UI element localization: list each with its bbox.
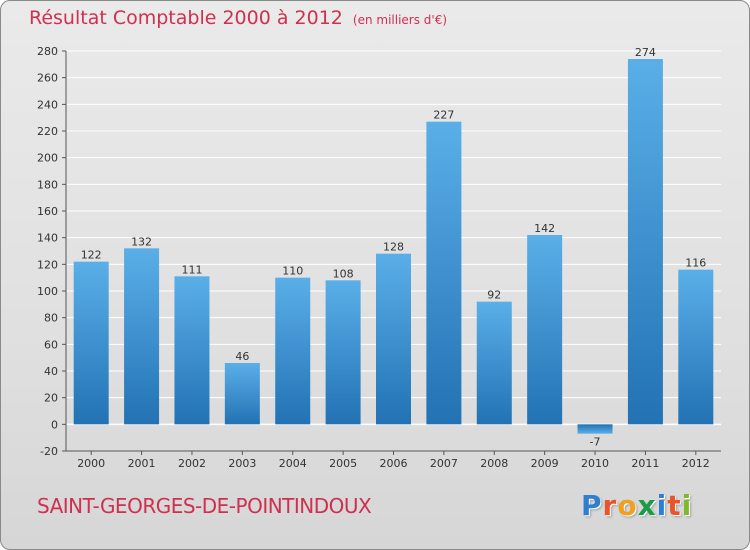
data-label: 142 <box>534 222 555 235</box>
bar <box>678 269 714 425</box>
y-tick-label: 40 <box>44 365 58 378</box>
y-tick-label: 160 <box>37 205 58 218</box>
data-label: 116 <box>685 257 706 270</box>
y-tick-label: 120 <box>37 258 58 271</box>
y-tick-label: 180 <box>37 178 58 191</box>
x-tick-label: 2001 <box>128 457 156 470</box>
bar <box>527 235 563 425</box>
y-tick-label: 0 <box>51 418 58 431</box>
chart-title-main: Résultat Comptable 2000 à 2012 <box>29 7 343 29</box>
bar <box>577 424 613 434</box>
x-tick-label: 2012 <box>682 457 710 470</box>
y-tick-label: 220 <box>37 125 58 138</box>
chart-title: Résultat Comptable 2000 à 2012 (en millie… <box>29 7 447 29</box>
y-tick-label: 100 <box>37 285 58 298</box>
bar <box>376 253 411 425</box>
y-tick-label: 20 <box>44 392 58 405</box>
bar <box>224 363 260 425</box>
y-tick-label: 240 <box>37 98 58 111</box>
data-label: 110 <box>282 265 303 278</box>
logo-letter: P <box>581 489 603 522</box>
logo-letter: r <box>602 489 618 522</box>
x-tick-label: 2008 <box>480 457 508 470</box>
commune-name: SAINT-GEORGES-DE-POINTINDOUX <box>37 494 372 518</box>
proxiti-logo[interactable]: Proxiti <box>581 489 692 522</box>
x-tick-label: 2009 <box>531 457 559 470</box>
y-tick-label: 260 <box>37 72 58 85</box>
x-tick-label: 2005 <box>329 457 357 470</box>
bar <box>325 280 361 425</box>
y-tick-label: -20 <box>40 445 58 458</box>
bar <box>426 121 462 425</box>
logo-letter: x <box>637 489 657 522</box>
logo-letter: t <box>667 489 682 522</box>
y-tick-label: 80 <box>44 312 58 325</box>
x-tick-label: 2004 <box>279 457 307 470</box>
x-tick-label: 2007 <box>430 457 458 470</box>
bar <box>275 277 311 425</box>
chart-title-unit: (en milliers d'€) <box>352 13 448 27</box>
x-tick-label: 2002 <box>178 457 206 470</box>
logo-letter: i <box>681 489 693 522</box>
data-label: 46 <box>235 350 249 363</box>
bar <box>627 59 663 425</box>
data-label: 111 <box>181 263 202 276</box>
x-tick-label: 2006 <box>380 457 408 470</box>
data-label: 92 <box>487 289 501 302</box>
y-tick-label: 140 <box>37 232 58 245</box>
x-tick-label: 2003 <box>228 457 256 470</box>
bar <box>73 261 109 425</box>
x-tick-label: 2010 <box>581 457 609 470</box>
y-tick-label: 280 <box>37 45 58 58</box>
data-label: 274 <box>635 46 656 59</box>
x-tick-label: 2011 <box>631 457 659 470</box>
data-label: 108 <box>333 267 354 280</box>
x-tick-label: 2000 <box>77 457 105 470</box>
bar <box>124 248 160 425</box>
bar <box>476 301 512 425</box>
data-label: 128 <box>383 241 404 254</box>
y-tick-label: 60 <box>44 338 58 351</box>
logo-letter: i <box>656 489 668 522</box>
data-label: 227 <box>433 109 454 122</box>
logo-letter: o <box>617 489 638 522</box>
data-label: 132 <box>131 235 152 248</box>
data-label: -7 <box>590 436 601 449</box>
bar <box>174 276 210 425</box>
data-label: 122 <box>81 249 102 262</box>
y-tick-label: 200 <box>37 152 58 165</box>
